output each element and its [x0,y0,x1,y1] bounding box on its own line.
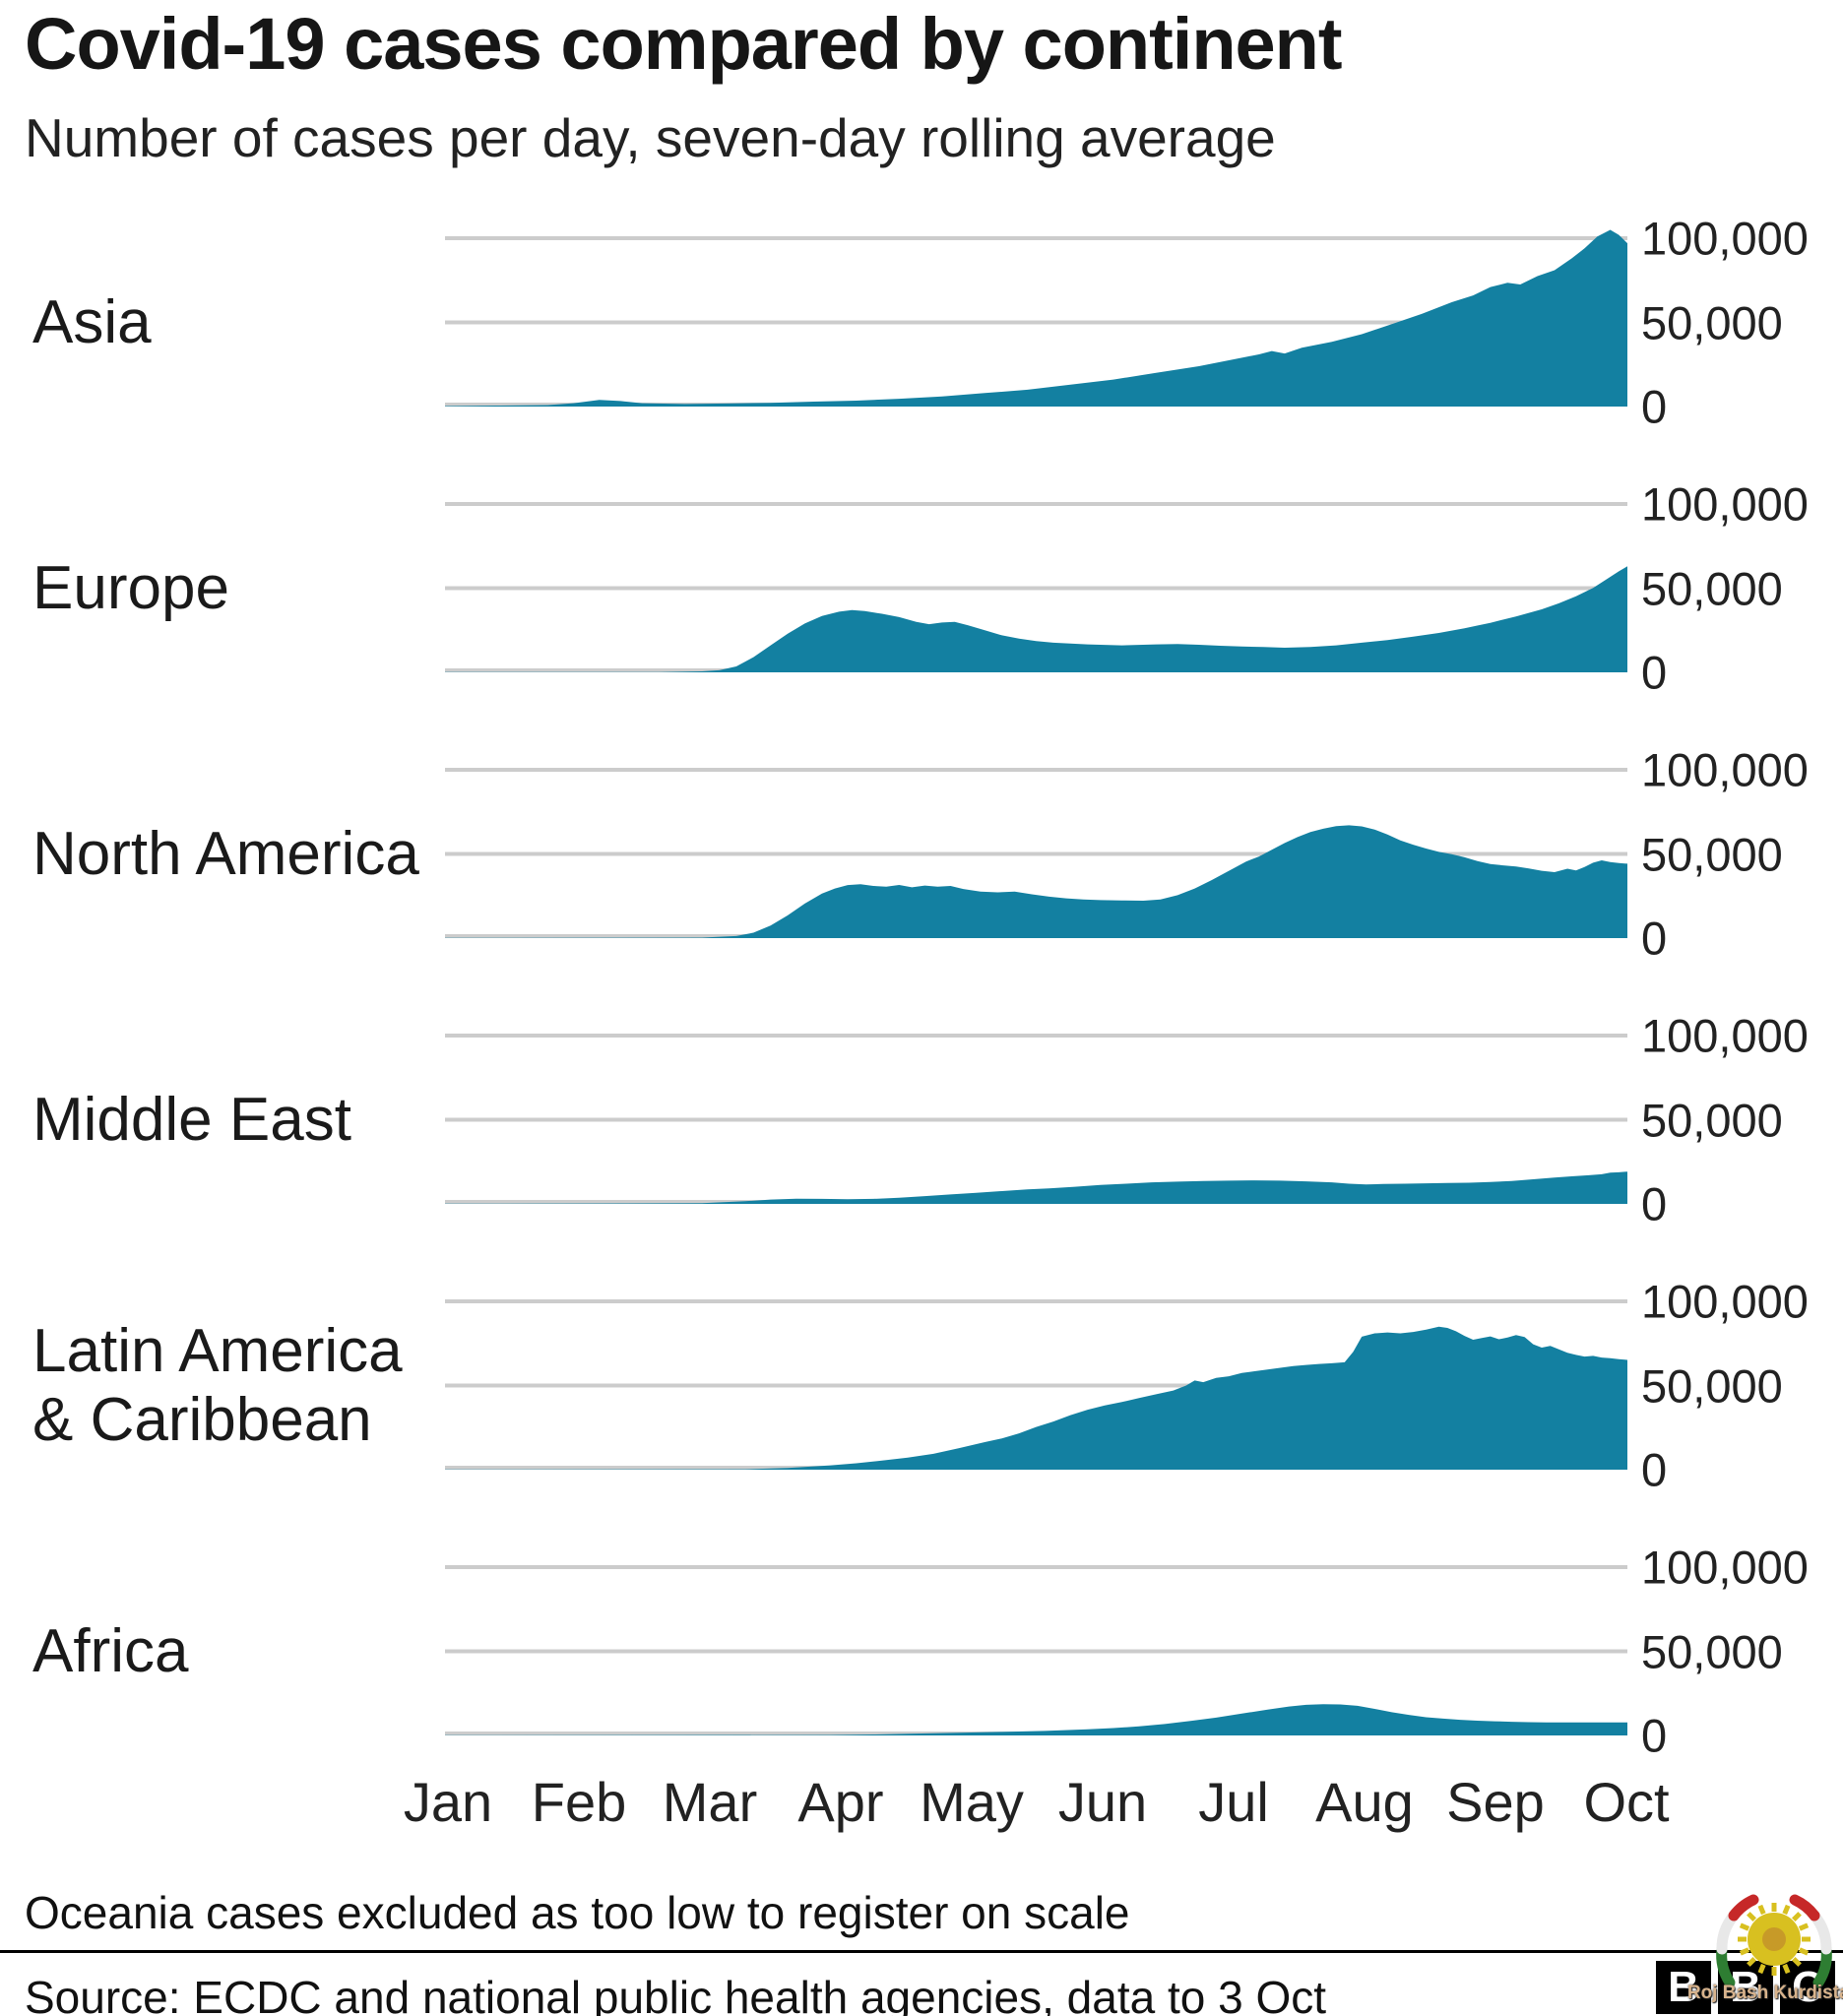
xtick-mar: Mar [662,1771,758,1833]
area-north-america [445,825,1627,938]
ytick-label: 100,000 [1641,1009,1809,1062]
area-africa [445,1704,1627,1735]
area-asia [445,229,1627,407]
laurel-wreath-icon [1716,1894,1832,1988]
panel-africa [445,1565,1627,1735]
ytick-label: 100,000 [1641,1541,1809,1594]
sun-ray [1757,1904,1766,1916]
row-label-asia: Asia [32,287,152,356]
xtick-aug: Aug [1315,1771,1414,1833]
row-label-north-america: North America [32,819,419,888]
ytick-label: 50,000 [1641,562,1783,614]
ytick-label: 0 [1641,1177,1668,1230]
panel-asia [445,229,1627,407]
row-label-middle-east: Middle East [32,1085,351,1154]
page-title: Covid-19 cases compared by continent [25,3,1343,85]
sun-ray [1792,1912,1802,1922]
sun-ray [1747,1957,1756,1967]
xtick-may: May [920,1771,1024,1833]
footer-divider [0,1950,1843,1953]
row-label-europe: Europe [32,553,229,622]
xtick-apr: Apr [797,1771,884,1833]
panel-latin-america-caribbean [445,1299,1627,1470]
sun-ray [1739,1922,1750,1931]
ytick-label: 0 [1641,646,1668,699]
sun-ray [1782,1904,1791,1916]
ytick-label: 100,000 [1641,477,1809,531]
panel-europe [445,502,1627,672]
ytick-label: 0 [1641,1709,1668,1762]
panel-north-america [445,768,1627,938]
ytick-label: 100,000 [1641,743,1809,796]
area-europe [445,566,1627,672]
xtick-sep: Sep [1446,1771,1545,1833]
page-subtitle: Number of cases per day, seven-day rolli… [25,107,1276,168]
ytick-label: 0 [1641,1443,1668,1496]
row-label-africa: Africa [32,1616,189,1685]
ytick-label: 50,000 [1641,296,1783,348]
ytick-label: 100,000 [1641,212,1809,265]
watermark-emblem-icon [1716,1894,1832,1988]
panel-middle-east [445,1034,1627,1204]
bbc-logo-letter: B [1656,1961,1711,2014]
xtick-oct: Oct [1583,1771,1670,1833]
watermark-text: Roj Bash Kurdistan [1686,1983,1843,2003]
sun-ray [1757,1963,1766,1975]
xtick-jan: Jan [403,1771,493,1833]
sun-ray [1798,1922,1810,1931]
sun-ray [1747,1912,1756,1922]
xtick-jul: Jul [1198,1771,1269,1833]
ytick-label: 100,000 [1641,1275,1809,1328]
area-latin-america-caribbean [445,1326,1627,1470]
source-line: Source: ECDC and national public health … [25,1972,1327,2016]
ytick-label: 50,000 [1641,1094,1783,1146]
sun-ray [1792,1957,1802,1967]
sun-ray [1739,1947,1750,1956]
footnote: Oceania cases excluded as too low to reg… [25,1887,1130,1938]
sun-ray [1798,1947,1810,1956]
area-middle-east [445,1171,1627,1204]
ytick-label: 50,000 [1641,828,1783,880]
ytick-label: 0 [1641,380,1668,433]
xtick-jun: Jun [1057,1771,1148,1833]
ytick-label: 50,000 [1641,1359,1783,1412]
ytick-label: 50,000 [1641,1625,1783,1677]
ytick-label: 0 [1641,912,1668,965]
sun-icon [1738,1903,1811,1976]
sun-ray [1782,1963,1791,1975]
row-label-latin-america-caribbean: Latin America & Caribbean [32,1316,403,1454]
xtick-feb: Feb [531,1771,627,1833]
